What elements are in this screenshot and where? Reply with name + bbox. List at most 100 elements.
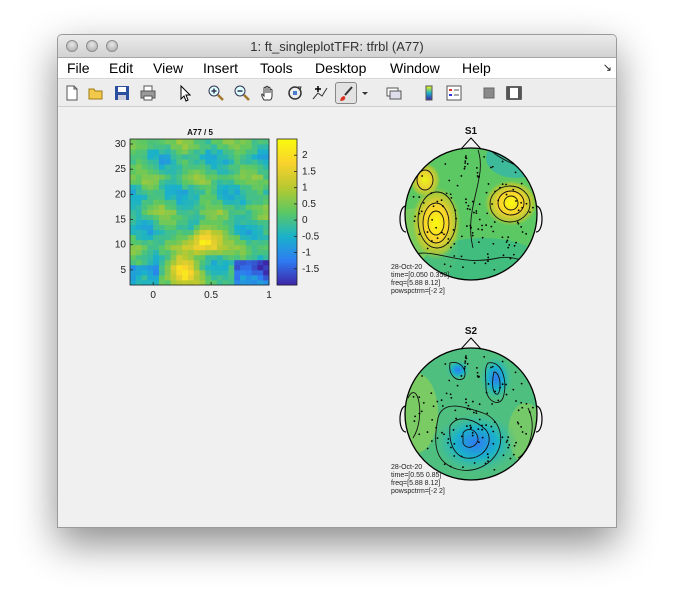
- tfr-cell: [193, 229, 200, 236]
- electrode-marker: [517, 222, 520, 225]
- tfr-cell: [141, 139, 148, 145]
- electrode-marker: [475, 210, 478, 212]
- colorbar-segment: [277, 282, 297, 286]
- tfr-cell: [205, 199, 212, 205]
- new-figure-icon[interactable]: [63, 84, 81, 102]
- tfr-cell: [199, 224, 206, 231]
- tfr-cell: [251, 179, 258, 185]
- dropdown-arrow-icon[interactable]: [360, 84, 370, 102]
- insert-colorbar-icon[interactable]: [420, 84, 438, 102]
- menu-help[interactable]: Help: [462, 60, 491, 76]
- tfr-cell: [205, 164, 212, 170]
- tfr-cell: [187, 224, 195, 231]
- tfr-cell: [216, 164, 224, 170]
- electrode-marker: [443, 263, 446, 266]
- data-cursor-icon[interactable]: [311, 84, 329, 102]
- colorbar-segment: [277, 272, 297, 276]
- link-plot-icon[interactable]: [385, 84, 403, 102]
- electrode-marker: [473, 462, 476, 464]
- tfr-cell: [193, 149, 200, 155]
- tfr-cell: [158, 274, 166, 281]
- electrode-marker: [520, 401, 523, 404]
- tfr-cell: [182, 199, 189, 205]
- tfr-cell: [240, 249, 247, 256]
- colorbar-segment: [277, 185, 297, 189]
- tfr-cell: [245, 224, 253, 231]
- insert-legend-icon[interactable]: [445, 84, 463, 102]
- tfr-cell: [170, 174, 177, 180]
- tfr-cell: [187, 254, 195, 261]
- tfr-cell: [164, 229, 171, 236]
- tfr-cell: [234, 204, 241, 210]
- open-file-icon[interactable]: [87, 84, 105, 102]
- figure-canvas: A77 / 5 5 10 15 20 25 30 0 0.5 1 2 1.5 1 0.5 0 -0.5-…: [58, 108, 616, 527]
- menu-edit[interactable]: Edit: [109, 60, 134, 76]
- zoom-window-button[interactable]: [106, 40, 118, 52]
- tfr-cell: [251, 224, 258, 231]
- tfr-cell: [257, 214, 264, 220]
- electrode-marker: [426, 447, 429, 450]
- menu-insert[interactable]: Insert: [203, 60, 239, 76]
- electrode-marker: [481, 424, 483, 427]
- electrode-marker: [514, 371, 517, 374]
- tfr-cell: [240, 174, 247, 180]
- tfr-cell: [199, 279, 206, 286]
- tfr-cell: [135, 139, 142, 145]
- tfr-cell: [170, 149, 177, 155]
- tfr-cell: [170, 189, 177, 195]
- tfr-cell: [199, 179, 206, 185]
- tfr-cell: [216, 254, 224, 261]
- tfr-cell: [211, 174, 218, 180]
- tfr-cell: [216, 169, 224, 175]
- menu-tools[interactable]: Tools: [260, 60, 293, 76]
- pan-hand-icon[interactable]: [259, 84, 277, 102]
- tfr-cell: [147, 269, 154, 276]
- electrode-marker: [492, 442, 495, 445]
- tfr-cell: [187, 249, 195, 256]
- tfr-cell: [199, 154, 206, 160]
- zoom-out-icon[interactable]: [233, 84, 251, 102]
- pointer-icon[interactable]: [176, 84, 194, 102]
- rotate-3d-icon[interactable]: [286, 84, 304, 102]
- tfr-cell: [158, 144, 166, 150]
- tfr-cell: [245, 174, 253, 180]
- menu-desktop[interactable]: Desktop: [315, 60, 367, 76]
- tfr-cell: [245, 279, 253, 286]
- tfr-cell: [240, 189, 247, 195]
- tfr-cell: [182, 259, 189, 266]
- print-icon[interactable]: [139, 84, 157, 102]
- electrode-marker: [499, 386, 501, 389]
- menu-view[interactable]: View: [153, 60, 184, 76]
- save-icon[interactable]: [113, 84, 131, 102]
- tfr-cell: [263, 269, 270, 276]
- tfr-cell: [199, 199, 206, 205]
- brush-button[interactable]: [335, 82, 357, 104]
- tfr-cell: [153, 229, 160, 236]
- tfr-cell: [245, 144, 253, 150]
- tfr-cell: [158, 259, 166, 266]
- electrode-marker: [453, 255, 456, 257]
- close-window-button[interactable]: [66, 40, 78, 52]
- tfr-cell: [158, 159, 166, 165]
- tfr-cell: [228, 269, 235, 276]
- zoom-in-icon[interactable]: [207, 84, 225, 102]
- show-plot-tools-icon[interactable]: [505, 84, 523, 102]
- electrode-marker: [418, 196, 421, 198]
- tfr-cell: [228, 224, 235, 231]
- tfr-cell: [182, 194, 189, 200]
- dock-arrow-icon[interactable]: ↘: [602, 62, 612, 74]
- tfr-cell: [240, 154, 247, 160]
- tfr-cell: [240, 214, 247, 220]
- menu-file[interactable]: File: [67, 60, 90, 76]
- tfr-cell: [222, 234, 229, 241]
- tfr-cell: [216, 219, 224, 225]
- hide-plot-tools-icon[interactable]: [480, 84, 498, 102]
- electrode-marker: [525, 432, 528, 435]
- tfr-cell: [251, 159, 258, 165]
- minimize-window-button[interactable]: [86, 40, 98, 52]
- tfr-cell: [170, 209, 177, 215]
- electrode-marker: [487, 460, 489, 463]
- tfr-cell: [147, 184, 154, 190]
- tfr-cell: [135, 239, 142, 246]
- menu-window[interactable]: Window: [390, 60, 440, 76]
